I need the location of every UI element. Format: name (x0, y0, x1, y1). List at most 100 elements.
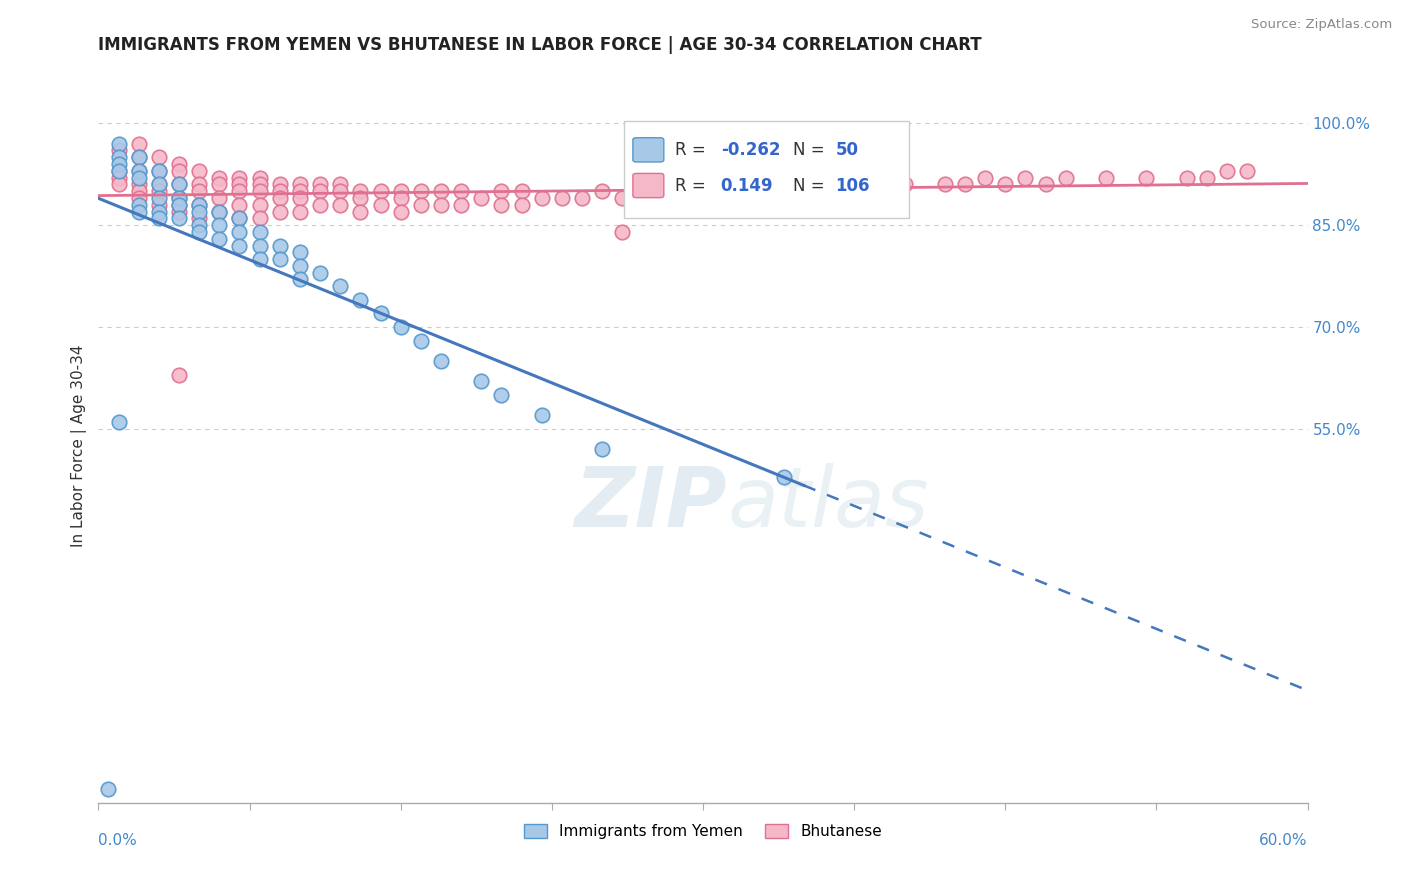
Point (349, 191, 371, 205)
Point (510, 184, 533, 198)
Text: N =: N = (793, 141, 830, 159)
Point (974, 170, 997, 185)
Point (167, 178, 190, 192)
FancyBboxPatch shape (633, 173, 664, 198)
Point (188, 198, 211, 212)
Point (167, 178, 190, 192)
Point (430, 184, 453, 198)
Point (1014, 170, 1036, 185)
Legend: Immigrants from Yemen, Bhutanese: Immigrants from Yemen, Bhutanese (517, 818, 889, 845)
Point (208, 170, 231, 185)
Point (409, 184, 432, 198)
Text: 0.0%: 0.0% (98, 833, 138, 848)
Point (167, 157, 190, 171)
Point (167, 191, 190, 205)
Point (288, 178, 311, 192)
Point (491, 198, 513, 212)
Point (288, 272, 311, 286)
Point (631, 191, 654, 205)
Point (692, 184, 714, 198)
Point (409, 334, 432, 348)
Point (128, 191, 150, 205)
Point (128, 184, 150, 198)
Point (167, 204, 190, 219)
Point (288, 184, 311, 198)
Text: R =: R = (675, 141, 710, 159)
Point (269, 184, 291, 198)
Point (228, 184, 250, 198)
Point (148, 150, 170, 164)
Point (167, 198, 190, 212)
Point (228, 198, 250, 212)
Point (288, 204, 311, 219)
Text: 0.149: 0.149 (721, 177, 773, 194)
Point (530, 191, 553, 205)
Point (953, 178, 976, 192)
Point (934, 178, 956, 192)
Point (309, 198, 332, 212)
Point (128, 136, 150, 151)
Point (128, 198, 150, 212)
Point (853, 184, 876, 198)
Y-axis label: In Labor Force | Age 30-34: In Labor Force | Age 30-34 (72, 344, 87, 548)
Point (1054, 170, 1077, 185)
Point (813, 184, 835, 198)
Point (349, 204, 371, 219)
Point (1216, 163, 1239, 178)
Point (107, 163, 129, 178)
Point (208, 204, 231, 219)
Point (491, 388, 513, 402)
Text: -0.262: -0.262 (721, 141, 780, 159)
Point (994, 178, 1017, 192)
Point (148, 178, 170, 192)
Point (288, 191, 311, 205)
Point (309, 184, 332, 198)
Point (228, 238, 250, 252)
Point (612, 225, 634, 239)
Point (107, 144, 129, 158)
Point (128, 204, 150, 219)
Point (591, 184, 613, 198)
Point (128, 170, 150, 185)
Point (672, 191, 695, 205)
Point (309, 266, 332, 280)
Point (208, 218, 231, 232)
Point (228, 178, 250, 192)
Text: 50: 50 (835, 141, 859, 159)
Point (269, 204, 291, 219)
Point (228, 211, 250, 226)
Point (370, 184, 392, 198)
Point (733, 184, 755, 198)
Point (167, 198, 190, 212)
Point (329, 184, 352, 198)
Point (711, 191, 734, 205)
Point (107, 415, 129, 429)
Point (167, 191, 190, 205)
Point (107, 163, 129, 178)
Point (249, 178, 271, 192)
Point (188, 163, 211, 178)
Point (1135, 170, 1157, 185)
Point (148, 184, 170, 198)
Point (651, 184, 673, 198)
Point (591, 442, 613, 457)
Point (107, 136, 129, 151)
Point (188, 225, 211, 239)
Point (228, 170, 250, 185)
Point (752, 184, 775, 198)
Point (470, 375, 492, 389)
Point (530, 409, 553, 423)
Text: Source: ZipAtlas.com: Source: ZipAtlas.com (1251, 18, 1392, 31)
Point (167, 163, 190, 178)
Point (430, 198, 453, 212)
Point (208, 178, 231, 192)
Text: 106: 106 (835, 177, 870, 194)
Point (551, 191, 574, 205)
Point (128, 150, 150, 164)
Point (249, 238, 271, 252)
Point (107, 157, 129, 171)
Point (772, 469, 794, 483)
Point (249, 184, 271, 198)
Point (249, 198, 271, 212)
Text: 60.0%: 60.0% (1260, 833, 1308, 848)
